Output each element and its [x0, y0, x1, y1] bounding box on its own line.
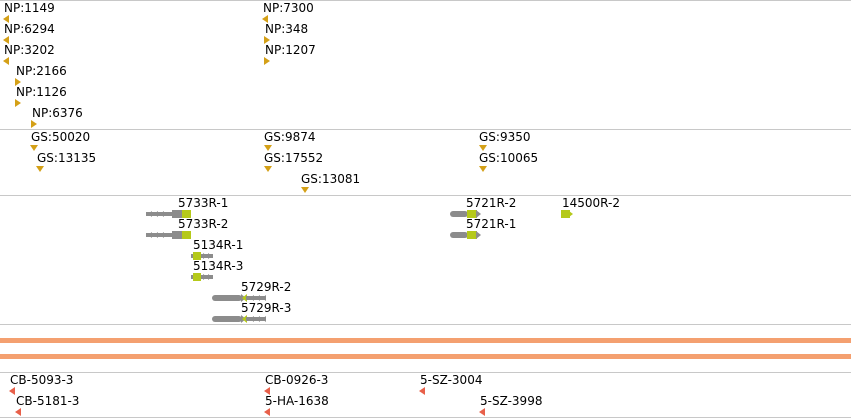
track-divider — [0, 0, 851, 1]
chromosome-band — [0, 338, 851, 343]
np-feature-label: NP:6376 — [32, 106, 83, 120]
reverse-strand-marker-icon — [264, 408, 270, 416]
marker-feature-label: CB-5181-3 — [16, 394, 80, 408]
gene-model-glyph — [146, 210, 191, 218]
reverse-strand-marker-icon — [262, 15, 268, 23]
gene-model-glyph — [212, 315, 266, 323]
marker-feature-label: CB-0926-3 — [265, 373, 329, 387]
gene-feature-label: 5721R-1 — [466, 217, 517, 231]
position-marker-icon — [264, 145, 272, 151]
reverse-strand-marker-icon — [3, 36, 9, 44]
gene-feature-label: 5733R-1 — [178, 196, 229, 210]
np-feature-label: NP:6294 — [4, 22, 55, 36]
gene-feature-label: 5729R-2 — [241, 280, 292, 294]
track-divider — [0, 324, 851, 325]
np-feature-label: NP:1207 — [265, 43, 316, 57]
reverse-strand-marker-icon — [3, 57, 9, 65]
np-feature-label: NP:348 — [265, 22, 309, 36]
position-marker-icon — [36, 166, 44, 172]
track-divider — [0, 372, 851, 373]
gene-feature-label: 5134R-3 — [193, 259, 244, 273]
reverse-strand-marker-icon — [3, 15, 9, 23]
position-marker-icon — [30, 145, 38, 151]
position-marker-icon — [479, 166, 487, 172]
marker-feature-label: 5-SZ-3004 — [420, 373, 483, 387]
gene-model-glyph — [561, 210, 573, 218]
reverse-strand-marker-icon — [9, 387, 15, 395]
gs-feature-label: GS:13081 — [301, 172, 361, 186]
forward-strand-marker-icon — [15, 99, 21, 107]
chromosome-band — [0, 354, 851, 359]
marker-feature-label: 5-SZ-3998 — [480, 394, 543, 408]
gs-feature-label: GS:10065 — [479, 151, 539, 165]
forward-strand-marker-icon — [15, 78, 21, 86]
gene-model-glyph — [450, 231, 481, 239]
gene-feature-label: 5134R-1 — [193, 238, 244, 252]
gs-feature-label: GS:13135 — [37, 151, 97, 165]
np-feature-label: NP:7300 — [263, 1, 314, 15]
reverse-strand-marker-icon — [479, 408, 485, 416]
forward-strand-marker-icon — [264, 36, 270, 44]
position-marker-icon — [264, 166, 272, 172]
gene-feature-label: 5733R-2 — [178, 217, 229, 231]
gene-model-glyph — [191, 252, 213, 260]
gs-feature-label: GS:50020 — [31, 130, 91, 144]
marker-feature-label: 5-HA-1638 — [265, 394, 329, 408]
np-feature-label: NP:1126 — [16, 85, 67, 99]
gene-model-glyph — [146, 231, 191, 239]
reverse-strand-marker-icon — [15, 408, 21, 416]
gene-feature-label: 14500R-2 — [562, 196, 620, 210]
gene-feature-label: 5729R-3 — [241, 301, 292, 315]
np-feature-label: NP:3202 — [4, 43, 55, 57]
gs-feature-label: GS:17552 — [264, 151, 324, 165]
gs-feature-label: GS:9350 — [479, 130, 531, 144]
position-marker-icon — [301, 187, 309, 193]
reverse-strand-marker-icon — [264, 387, 270, 395]
gene-model-glyph — [450, 210, 481, 218]
np-feature-label: NP:1149 — [4, 1, 55, 15]
np-feature-label: NP:2166 — [16, 64, 67, 78]
marker-feature-label: CB-5093-3 — [10, 373, 74, 387]
gs-feature-label: GS:9874 — [264, 130, 316, 144]
track-divider — [0, 129, 851, 130]
track-divider — [0, 195, 851, 196]
forward-strand-marker-icon — [264, 57, 270, 65]
gene-model-glyph — [212, 294, 266, 302]
gene-model-glyph — [191, 273, 213, 281]
reverse-strand-marker-icon — [419, 387, 425, 395]
forward-strand-marker-icon — [31, 120, 37, 128]
gene-feature-label: 5721R-2 — [466, 196, 517, 210]
position-marker-icon — [479, 145, 487, 151]
